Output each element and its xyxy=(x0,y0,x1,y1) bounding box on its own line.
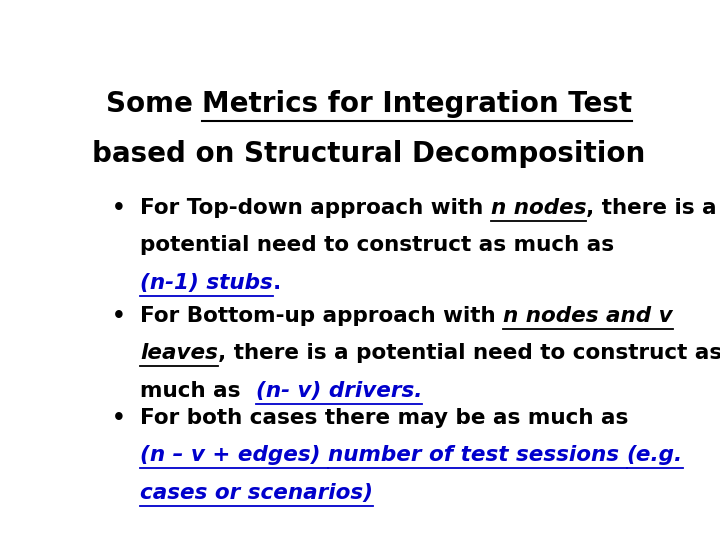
Text: much as: much as xyxy=(140,381,256,401)
Text: n nodes and v: n nodes and v xyxy=(503,306,673,326)
Text: •: • xyxy=(112,198,126,218)
Text: leaves: leaves xyxy=(140,343,218,363)
Text: (e.g.: (e.g. xyxy=(626,446,683,465)
Text: cases or scenarios): cases or scenarios) xyxy=(140,483,373,503)
Text: For Bottom-up approach with: For Bottom-up approach with xyxy=(140,306,503,326)
Text: Some: Some xyxy=(90,273,186,301)
Text: (n- v) drivers.: (n- v) drivers. xyxy=(256,381,422,401)
Text: Some Metrics for Integration Test: Some Metrics for Integration Test xyxy=(106,90,632,118)
Text: based on Structural Decomposition: based on Structural Decomposition xyxy=(92,140,646,167)
Text: number of test sessions: number of test sessions xyxy=(328,446,626,465)
Text: For Top-down approach with: For Top-down approach with xyxy=(140,198,491,218)
Text: Metrics for Integration Test: Metrics for Integration Test xyxy=(202,90,632,118)
Text: Some: Some xyxy=(106,90,202,118)
Text: .: . xyxy=(273,273,282,293)
Text: , there is a: , there is a xyxy=(587,198,717,218)
Text: potential need to construct as much as: potential need to construct as much as xyxy=(140,235,614,255)
Text: , there is a potential need to construct as: , there is a potential need to construct… xyxy=(218,343,720,363)
Text: n nodes: n nodes xyxy=(491,198,587,218)
Text: For both cases there may be as much as: For both cases there may be as much as xyxy=(140,408,629,428)
Text: (n – v + edges): (n – v + edges) xyxy=(140,446,328,465)
Text: (n-1) stubs: (n-1) stubs xyxy=(140,273,273,293)
Text: •: • xyxy=(112,408,126,428)
Text: •: • xyxy=(112,306,126,326)
